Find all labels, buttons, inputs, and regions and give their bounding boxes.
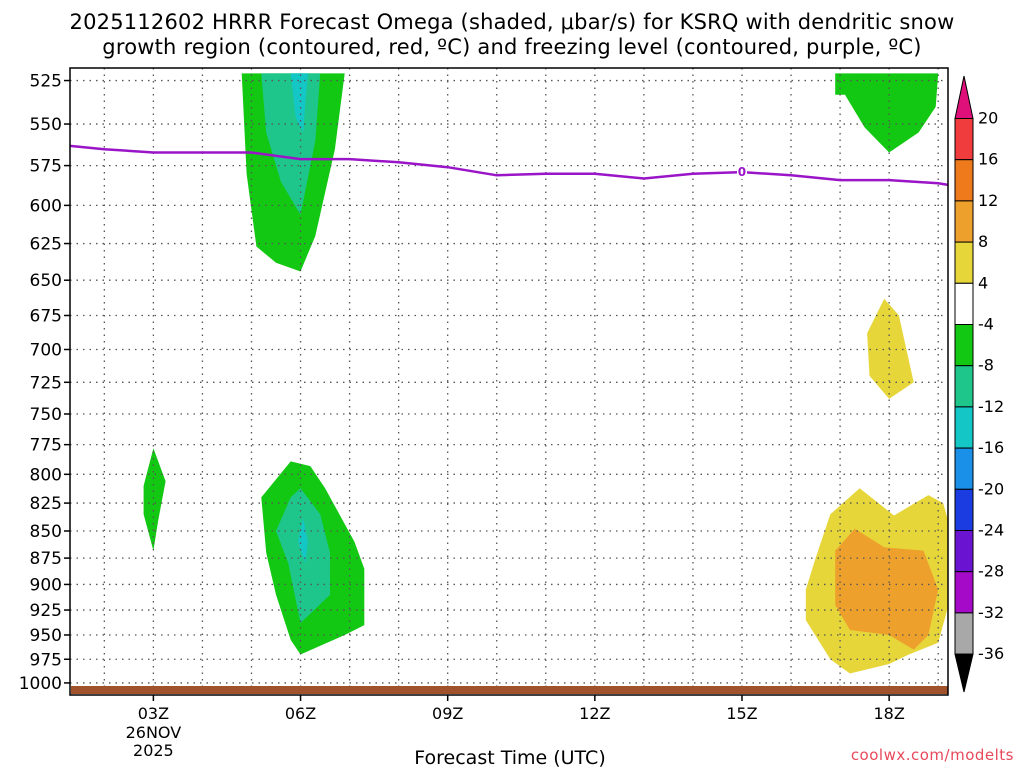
x-axis-title: Forecast Time (UTC) bbox=[414, 747, 605, 768]
omega-region-mid-yellow-18z bbox=[867, 298, 914, 399]
y-tick-label-650: 650 bbox=[30, 271, 62, 291]
omega-shading bbox=[143, 73, 948, 674]
colorbar-box--28 bbox=[954, 571, 974, 614]
freezing-level-label-bg bbox=[736, 165, 747, 180]
x-tick-label-03Z: 03Z bbox=[138, 704, 169, 723]
y-tick-label-750: 750 bbox=[30, 405, 62, 425]
terrain-bar bbox=[71, 686, 948, 694]
y-tick-label-1000: 1000 bbox=[19, 674, 62, 694]
colorbar-box--32 bbox=[954, 612, 974, 655]
omega-region-low-cyan-06z bbox=[298, 517, 308, 564]
colorbar-box-16 bbox=[954, 159, 974, 202]
x-tick-label-15Z: 15Z bbox=[726, 704, 757, 723]
y-tick-label-800: 800 bbox=[30, 465, 62, 485]
x-tick-sublabel-2025: 2025 bbox=[133, 741, 174, 760]
colorbar-box-4 bbox=[954, 282, 974, 325]
colorbar-label-20: 20 bbox=[978, 109, 998, 128]
x-tick-sublabel-26nov: 26NOV bbox=[126, 723, 182, 742]
x-tick-label-18Z: 18Z bbox=[873, 704, 904, 723]
colorbar-label--32: -32 bbox=[978, 603, 1004, 622]
colorbar-box--4 bbox=[954, 324, 974, 367]
x-tick-label-06Z: 06Z bbox=[285, 704, 316, 723]
y-tick-label-725: 725 bbox=[30, 373, 62, 393]
colorbar-label-4: 4 bbox=[978, 273, 988, 292]
freezing-level-line bbox=[69, 144, 949, 187]
colorbar-box--20 bbox=[954, 488, 974, 531]
colorbar-label--4: -4 bbox=[978, 315, 994, 334]
y-tick-label-850: 850 bbox=[30, 522, 62, 542]
colorbar-bottom-triangle bbox=[954, 653, 974, 693]
colorbar-box--12 bbox=[954, 406, 974, 449]
y-tick-label-675: 675 bbox=[30, 306, 62, 326]
colorbar-box-20 bbox=[954, 118, 974, 161]
colorbar-box-8 bbox=[954, 241, 974, 284]
y-axis: 525 550 575 600 625 650 675 700 725 750 775 800 825 8… bbox=[19, 72, 70, 694]
x-tick-label-09Z: 09Z bbox=[432, 704, 463, 723]
x-tick-label-12Z: 12Z bbox=[579, 704, 610, 723]
colorbar-label-8: 8 bbox=[978, 232, 988, 251]
colorbar-label--12: -12 bbox=[978, 397, 1004, 416]
plot-background bbox=[70, 68, 948, 695]
omega-region-upper-green-18z bbox=[835, 73, 939, 153]
y-tick-label-925: 925 bbox=[30, 601, 62, 621]
y-tick-label-900: 900 bbox=[30, 575, 62, 595]
chart-title-line-2: growth region (contoured, red, ºC) and f… bbox=[102, 35, 922, 59]
y-tick-label-700: 700 bbox=[30, 340, 62, 360]
omega-region-upper-teal-06z bbox=[261, 73, 321, 215]
chart-title: 2025112602 HRRR Forecast Omega (shaded, … bbox=[0, 10, 1024, 60]
colorbar-label--8: -8 bbox=[978, 356, 994, 375]
y-tick-label-550: 550 bbox=[30, 115, 62, 135]
colorbar-label-16: 16 bbox=[978, 150, 998, 169]
y-tick-label-575: 575 bbox=[30, 157, 62, 177]
colorbar-label--36: -36 bbox=[978, 644, 1004, 663]
plot-frame bbox=[69, 67, 949, 696]
y-tick-label-950: 950 bbox=[30, 626, 62, 646]
freezing-level-label: 0 bbox=[738, 165, 746, 179]
colorbar-label--28: -28 bbox=[978, 562, 1004, 581]
colorbar-box--24 bbox=[954, 530, 974, 573]
colorbar-label--24: -24 bbox=[978, 521, 1004, 540]
colorbar-box-12 bbox=[954, 200, 974, 243]
colorbar-label--16: -16 bbox=[978, 438, 1004, 457]
y-tick-label-825: 825 bbox=[30, 494, 62, 514]
credit-text: coolwx.com/modelts bbox=[850, 746, 1014, 764]
y-tick-label-975: 975 bbox=[30, 650, 62, 670]
colorbar-box--16 bbox=[954, 447, 974, 490]
omega-region-low-orange-18z bbox=[835, 528, 939, 650]
colorbar-top-triangle bbox=[954, 75, 974, 119]
chart-title-line-1: 2025112602 HRRR Forecast Omega (shaded, … bbox=[69, 10, 955, 34]
y-tick-label-775: 775 bbox=[30, 436, 62, 456]
colorbar-label--20: -20 bbox=[978, 479, 1004, 498]
y-tick-label-600: 600 bbox=[30, 196, 62, 216]
omega-region-upper-cyan-06z bbox=[290, 73, 308, 133]
colorbar: 20 16 12 8 4 -4 -8 -12 -16 -20 -24 -28 -32 -36 bbox=[954, 75, 1004, 693]
y-tick-label-525: 525 bbox=[30, 72, 62, 92]
y-tick-label-875: 875 bbox=[30, 549, 62, 569]
colorbar-box--8 bbox=[954, 365, 974, 408]
y-tick-label-625: 625 bbox=[30, 235, 62, 255]
colorbar-label-12: 12 bbox=[978, 191, 998, 210]
